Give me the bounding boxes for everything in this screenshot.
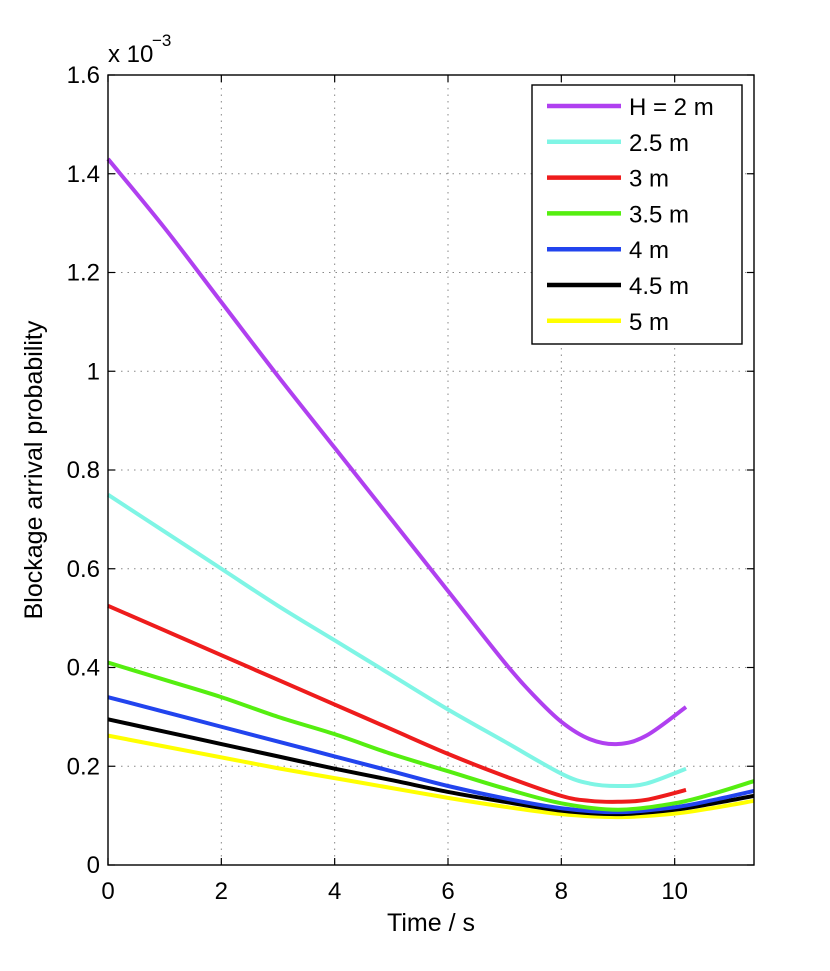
series-line-4-5-m	[107, 717, 755, 817]
legend-label-3-m: 3 m	[629, 166, 669, 193]
legend-label-2-5-m: 2.5 m	[629, 130, 689, 157]
series-line-2-5-m	[106, 493, 687, 789]
x-tick-label: 0	[101, 878, 114, 905]
y-tick-label: 0.4	[67, 655, 100, 682]
y-tick-label: 1.6	[67, 62, 100, 89]
series-line-3-5-m	[107, 660, 755, 812]
series-line-3-m	[107, 603, 687, 804]
x-tick-label: 2	[215, 878, 228, 905]
legend-label-5-m: 5 m	[629, 309, 669, 336]
y-tick-label: 1.2	[67, 260, 100, 287]
y-axis-label: Blockage arrival probability	[20, 320, 48, 619]
legend-items: H = 2 m 2.5 m 3 m 3.5 m 4 m 4.5 m 5 m	[547, 94, 714, 336]
legend-label-h-2-m: H = 2 m	[629, 94, 714, 121]
legend-label-4-m: 4 m	[629, 237, 669, 264]
y-tick-label: 0.6	[67, 556, 100, 583]
x-tick-label: 4	[328, 878, 341, 905]
y-tick-label: 1.4	[67, 161, 100, 188]
series-line-4-m	[107, 695, 755, 815]
y-tick-label: 0	[87, 852, 100, 879]
legend-label-3-5-m: 3.5 m	[629, 201, 689, 228]
x-tick-label: 10	[661, 878, 688, 905]
x-tick-label: 8	[555, 878, 568, 905]
y-tick-label: 0.8	[67, 457, 100, 484]
series-line-5-m	[107, 733, 755, 820]
series-line-h-2-m	[106, 157, 688, 747]
y-tick-label: 0.2	[67, 753, 100, 780]
y-scale-prefix: x 10	[108, 41, 153, 68]
series-lines	[106, 157, 755, 820]
y-tick-label: 1	[87, 358, 100, 385]
x-axis-label: Time / s	[387, 909, 475, 937]
x-tick-label: 6	[441, 878, 454, 905]
legend-label-4-5-m: 4.5 m	[629, 273, 689, 300]
legend: H = 2 m 2.5 m 3 m 3.5 m 4 m 4.5 m 5 m	[531, 84, 743, 345]
axis-ticks: 0 2 4 6 8 10 0 0.2 0.4 0.6 0.8 1 1.2 1.4 1.6	[67, 62, 754, 905]
y-scale-exponent: −3	[152, 31, 171, 50]
